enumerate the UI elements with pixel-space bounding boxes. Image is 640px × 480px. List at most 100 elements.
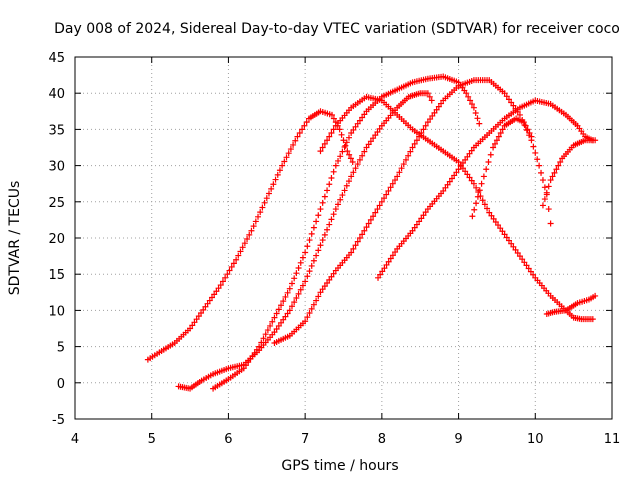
data-point xyxy=(269,318,276,325)
data-point xyxy=(495,222,502,229)
data-point xyxy=(367,216,374,223)
data-point xyxy=(326,133,333,140)
data-point xyxy=(470,180,477,187)
data-point xyxy=(468,177,475,184)
data-point xyxy=(326,276,333,283)
y-tick-label: 45 xyxy=(48,51,65,66)
data-point xyxy=(363,224,370,231)
data-point xyxy=(422,122,429,129)
data-point xyxy=(295,264,302,271)
data-point xyxy=(244,236,251,243)
data-point xyxy=(499,126,506,133)
data-point xyxy=(293,270,300,277)
data-point xyxy=(520,119,527,126)
series-arc-7 xyxy=(469,115,535,220)
data-point xyxy=(195,313,202,320)
data-point xyxy=(549,173,556,180)
data-point xyxy=(455,158,462,165)
data-point xyxy=(326,221,333,228)
data-point xyxy=(282,293,289,300)
data-point xyxy=(476,120,483,127)
data-point xyxy=(328,273,335,280)
data-point xyxy=(370,135,377,142)
data-point xyxy=(356,117,363,124)
data-point xyxy=(523,127,530,134)
data-point xyxy=(592,292,599,299)
data-point xyxy=(297,286,304,293)
data-point xyxy=(336,126,343,133)
data-point xyxy=(553,166,560,173)
data-point xyxy=(420,126,427,133)
data-point xyxy=(326,181,333,188)
data-point xyxy=(321,193,328,200)
data-point xyxy=(400,161,407,168)
data-point xyxy=(438,100,445,107)
data-point xyxy=(538,169,545,176)
data-point xyxy=(295,290,302,297)
data-point xyxy=(321,283,328,290)
data-point xyxy=(285,150,292,157)
data-point xyxy=(271,314,278,321)
data-point xyxy=(501,90,508,97)
data-point xyxy=(396,169,403,176)
data-point xyxy=(260,335,267,342)
data-point xyxy=(492,140,499,147)
data-point xyxy=(467,97,474,104)
data-point xyxy=(340,137,347,144)
data-point xyxy=(350,126,357,133)
x-tick-label: 9 xyxy=(454,432,462,447)
data-point xyxy=(226,267,233,274)
data-point xyxy=(348,130,355,137)
data-point xyxy=(512,246,519,253)
data-point xyxy=(524,126,531,133)
data-point xyxy=(198,309,205,316)
data-point xyxy=(356,235,363,241)
data-point xyxy=(348,249,355,256)
data-point xyxy=(392,249,399,256)
data-point xyxy=(286,285,293,292)
data-point xyxy=(375,274,382,281)
y-tick-label: 0 xyxy=(57,377,65,392)
data-point xyxy=(442,184,449,191)
data-point xyxy=(350,169,357,176)
data-point xyxy=(398,165,405,172)
data-point xyxy=(250,223,257,230)
data-point xyxy=(363,144,370,151)
y-tick-label: 40 xyxy=(48,87,65,102)
data-point xyxy=(501,231,508,238)
data-point xyxy=(383,261,390,268)
data-point xyxy=(291,299,298,306)
data-point xyxy=(464,171,471,178)
data-point xyxy=(474,193,481,200)
data-point xyxy=(361,148,368,155)
data-point xyxy=(304,273,311,280)
data-point xyxy=(485,158,492,165)
y-tick-label: 10 xyxy=(48,304,65,319)
data-point xyxy=(376,202,383,209)
data-point xyxy=(341,187,348,194)
data-point xyxy=(247,356,254,363)
data-point xyxy=(543,189,550,196)
data-point xyxy=(291,275,298,282)
data-point xyxy=(352,123,359,130)
data-point xyxy=(281,158,288,165)
data-point xyxy=(459,160,466,167)
data-point xyxy=(466,150,473,157)
data-point xyxy=(317,206,324,213)
y-axis-label: SDTVAR / TECUs xyxy=(7,181,23,296)
data-point xyxy=(592,137,599,144)
data-point xyxy=(263,195,270,202)
data-point xyxy=(284,310,291,317)
y-tick-label: -5 xyxy=(52,413,65,428)
data-point xyxy=(187,325,194,332)
data-point xyxy=(272,176,279,183)
data-point xyxy=(319,144,326,151)
data-point xyxy=(523,262,530,269)
data-point xyxy=(217,282,224,289)
data-point xyxy=(317,148,324,155)
data-point xyxy=(302,278,309,285)
data-point xyxy=(453,169,460,176)
data-point xyxy=(276,167,283,174)
data-point xyxy=(534,156,541,163)
